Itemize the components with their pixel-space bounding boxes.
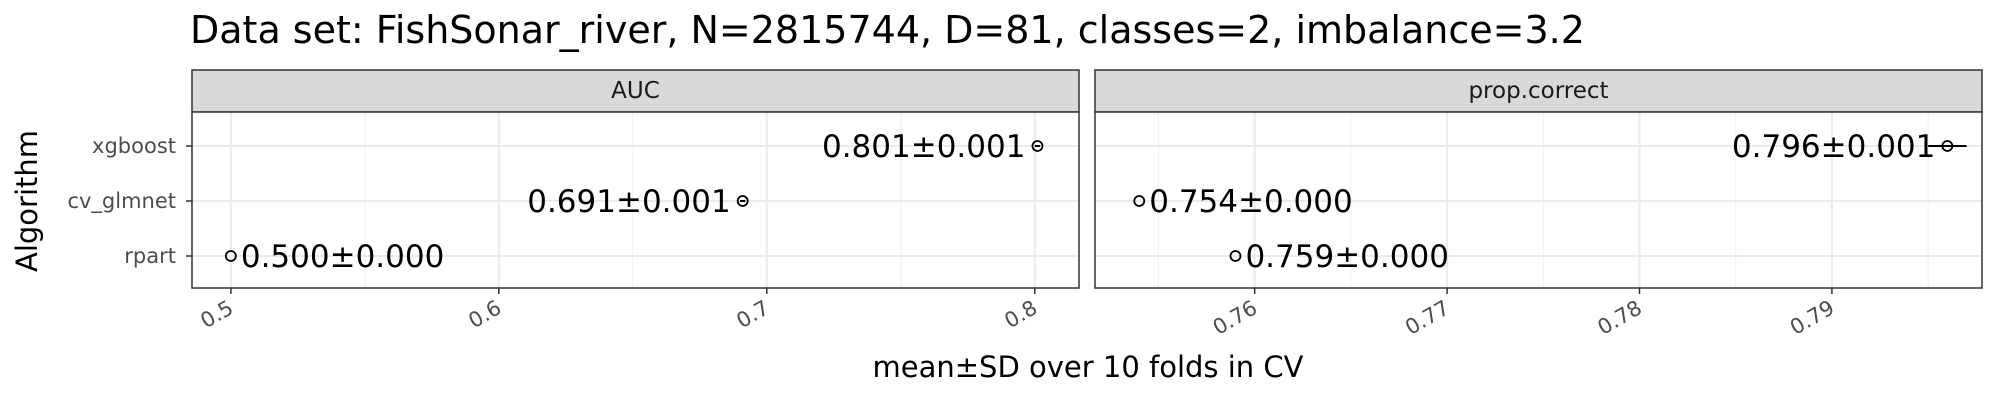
data-point — [1031, 140, 1044, 152]
x-axis-title: mean±SD over 10 folds in CV — [873, 350, 1304, 384]
x-tick-label: 0.78 — [1594, 296, 1647, 340]
data-label: 0.691±0.001 — [527, 184, 730, 220]
x-tick-label: 0.7 — [732, 296, 773, 333]
data-label: 0.801±0.001 — [822, 129, 1025, 165]
x-tick-label: 0.76 — [1209, 296, 1262, 340]
x-tick-label: 0.5 — [196, 296, 237, 333]
x-tick-label: 0.8 — [1000, 296, 1041, 333]
y-tick-label-cv-glmnet: cv_glmnet — [67, 189, 176, 214]
panel-prop-correct: prop.correct 0.76 0.77 0.78 0.79 0.796±0.001 0… — [1094, 69, 1983, 340]
panel-border — [1094, 111, 1983, 289]
data-label: 0.796±0.001 — [1732, 129, 1935, 165]
data-label: 0.754±0.000 — [1149, 184, 1352, 220]
y-tick-label-rpart: rpart — [124, 244, 176, 268]
facet-strip — [1094, 69, 1983, 113]
data-label: 0.759±0.000 — [1245, 239, 1448, 275]
data-point — [736, 195, 749, 207]
facet-strip-label: prop.correct — [1468, 78, 1608, 104]
x-tick-label: 0.77 — [1401, 296, 1454, 340]
panel-AUC: AUC 0.5 0.6 0.7 0.8 0.801±0.001 0.691±0.001 0.5… — [191, 69, 1080, 333]
y-tick-label-xgboost: xgboost — [92, 134, 176, 158]
x-tick-label: 0.79 — [1786, 296, 1839, 340]
x-tick-label: 0.6 — [464, 296, 505, 333]
facet-strip-label: AUC — [611, 78, 660, 104]
chart-title: Data set: FishSonar_river, N=2815744, D=… — [190, 8, 1585, 52]
y-axis-title: Algorithm — [10, 130, 44, 272]
data-point — [224, 250, 237, 262]
data-point — [1133, 195, 1146, 207]
data-point — [1229, 250, 1242, 262]
data-label: 0.500±0.000 — [241, 239, 444, 275]
facet-strip — [191, 69, 1080, 113]
panel-border — [191, 111, 1080, 289]
data-point — [1941, 140, 1954, 152]
